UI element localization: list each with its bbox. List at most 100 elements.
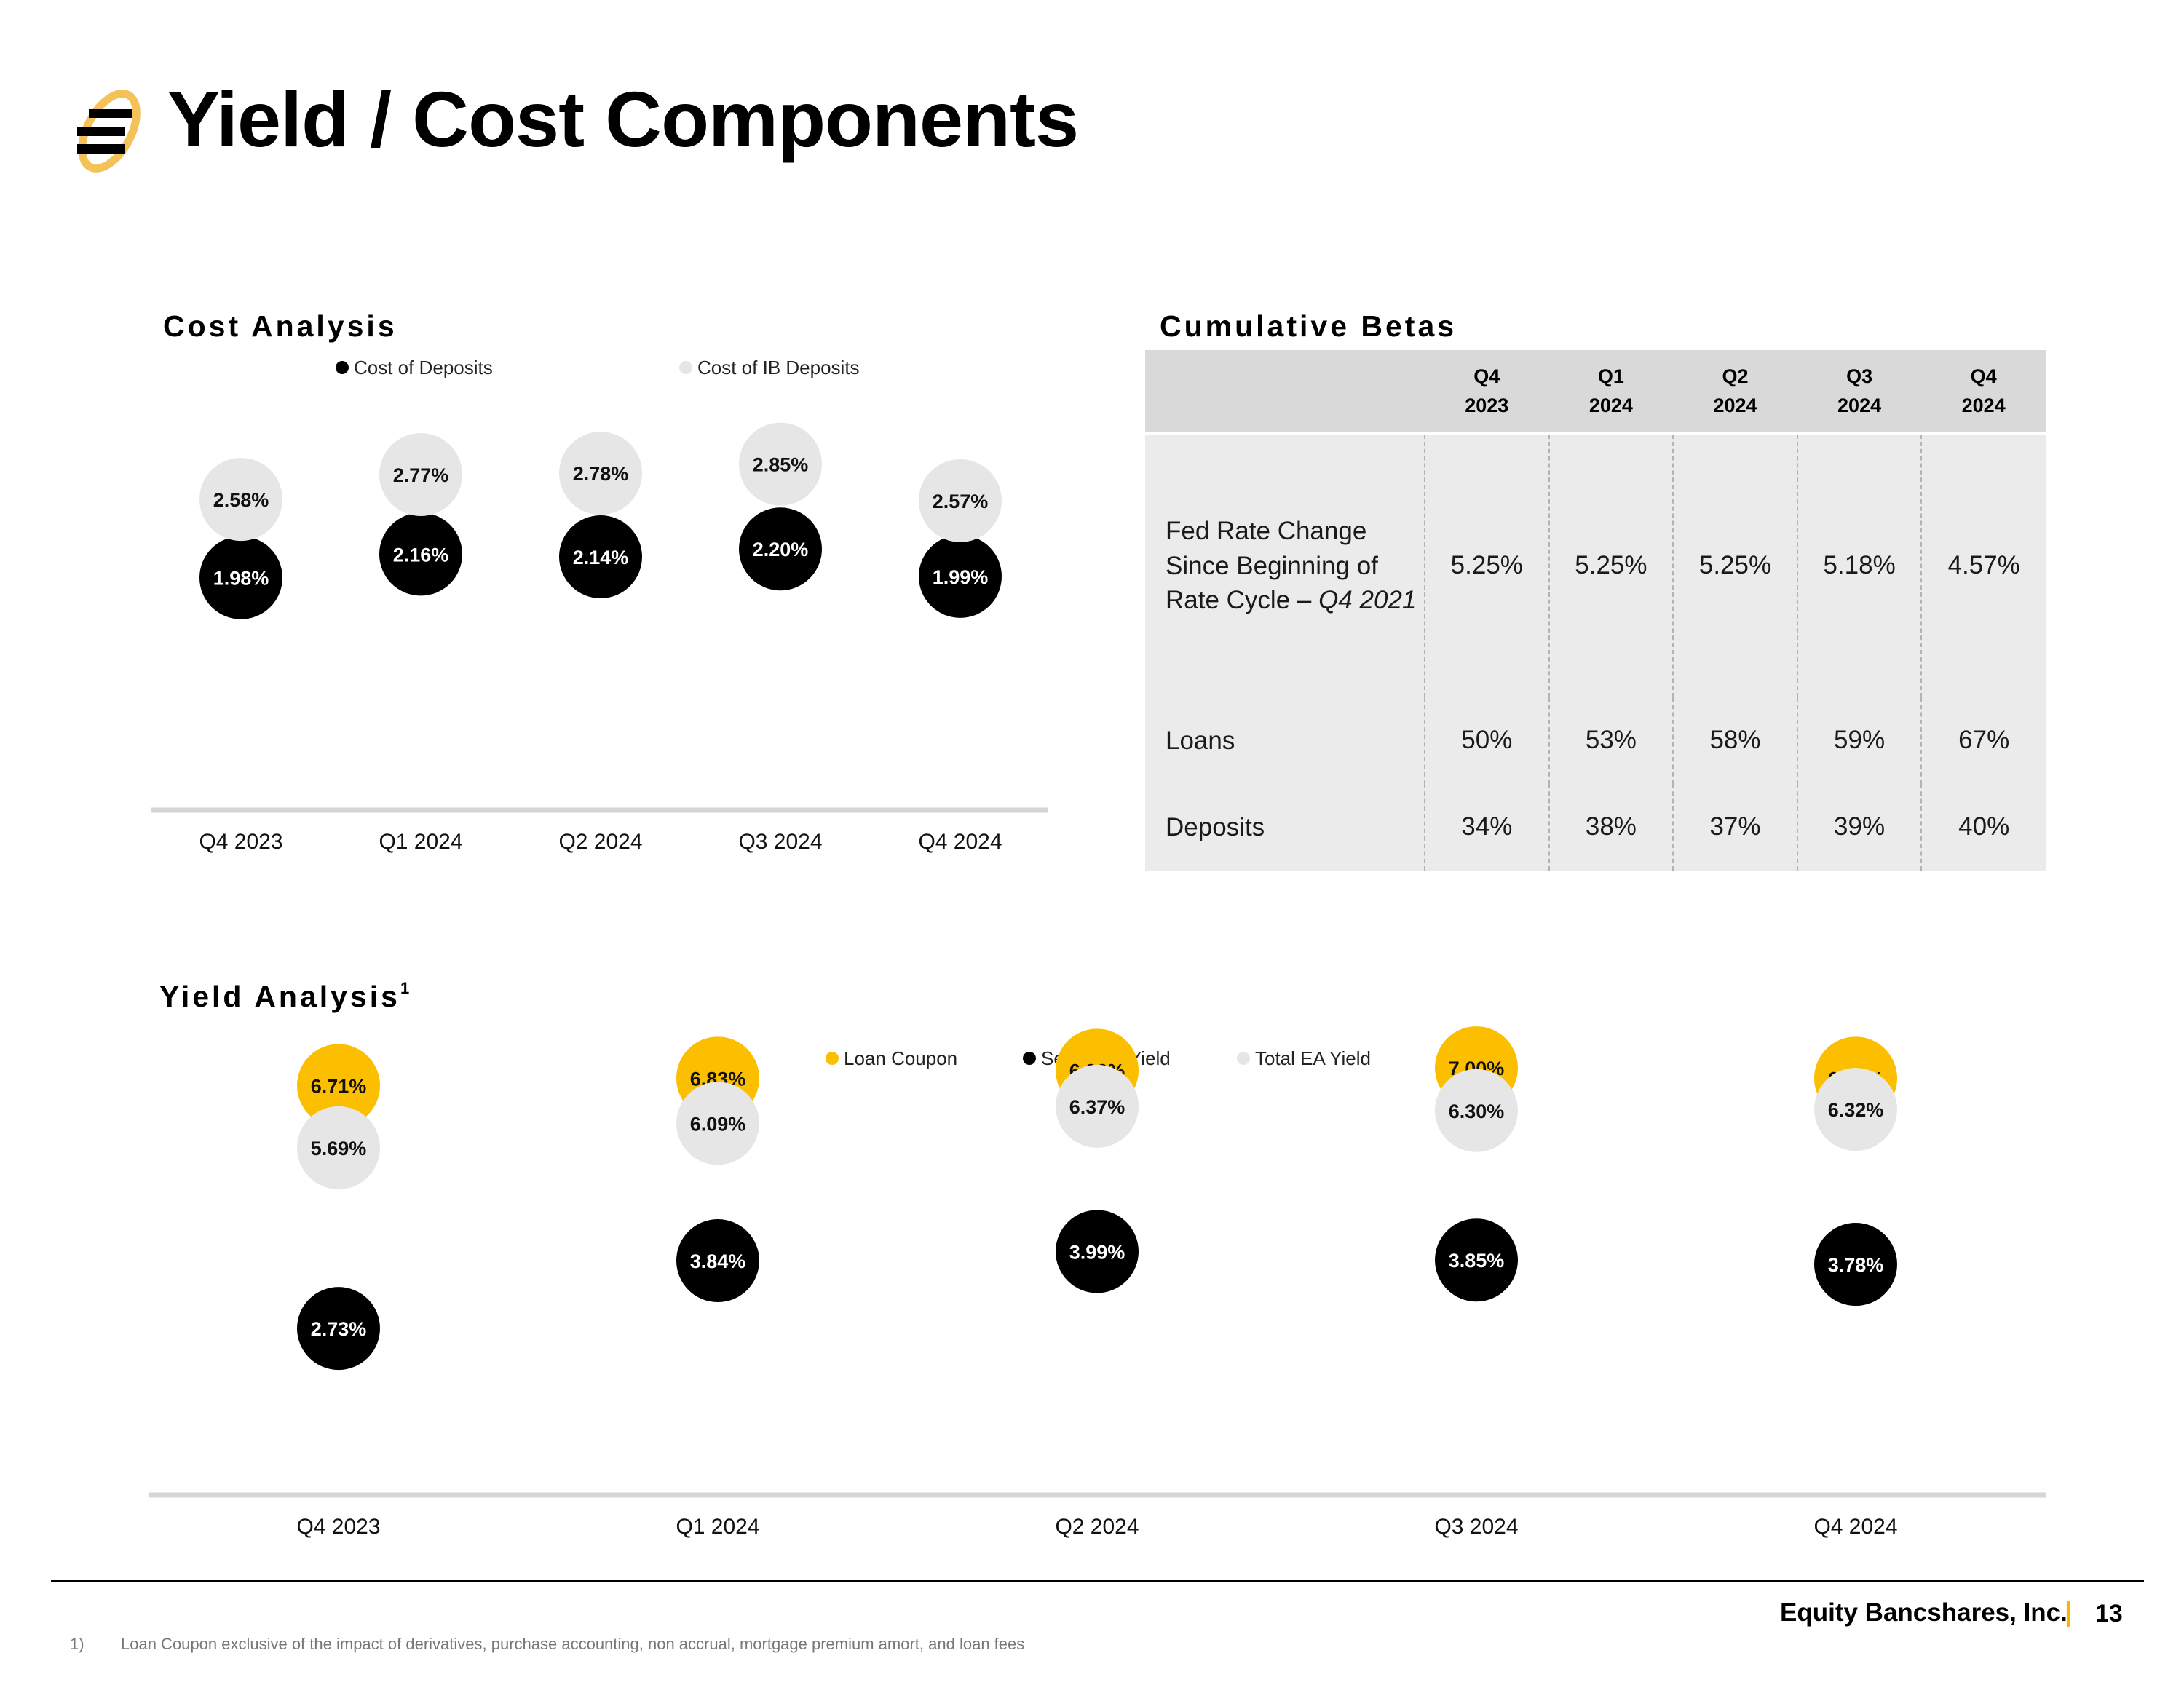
betas-cell: 5.25% <box>1672 432 1797 697</box>
footer-separator: | <box>2065 1597 2073 1627</box>
bubble-total-ea-yield <box>676 1082 759 1165</box>
bubble-label-securities-yield: 3.99% <box>1069 1241 1125 1263</box>
betas-header-cell: Q4 2024 <box>1921 350 2046 433</box>
x-tick-label: Q3 2024 <box>1434 1515 1518 1539</box>
bubble-total-ea-yield <box>1056 1064 1139 1148</box>
betas-header-cell: Q1 2024 <box>1548 350 1674 433</box>
bubble-label-securities-yield: 3.85% <box>1449 1250 1505 1272</box>
betas-cell: 4.57% <box>1920 432 2046 697</box>
legend-label-loan-coupon: Loan Coupon <box>844 1047 957 1069</box>
bubble-label-total-ea-yield: 5.69% <box>311 1138 367 1159</box>
cumulative-betas-table: Q4 2023 Q1 2024 Q2 2024 Q3 2024 Q4 2024 Fed R… <box>1145 350 2046 871</box>
betas-row-label: Loans <box>1145 697 1425 784</box>
x-tick-label: Q2 2024 <box>1055 1515 1139 1539</box>
betas-header-cell: Q2 2024 <box>1673 350 1797 433</box>
bubble-cost-of-ib-deposits <box>199 458 282 542</box>
bubble-label-cost-of-ib-deposits: 2.78% <box>573 463 629 485</box>
page-title: Yield / Cost Components <box>167 75 1079 163</box>
company-name: Equity Bancshares, Inc. <box>1780 1598 2068 1627</box>
x-tick-label: Q4 2024 <box>918 830 1002 854</box>
bubble-total-ea-yield <box>297 1106 380 1189</box>
betas-header-cell: Q3 2024 <box>1797 350 1922 433</box>
betas-cell: 5.25% <box>1424 432 1549 697</box>
bubble-label-cost-of-ib-deposits: 2.58% <box>213 489 269 511</box>
betas-cell: 37% <box>1672 783 1797 871</box>
betas-header-cell: Q4 2023 <box>1425 350 1549 433</box>
x-tick-label: Q3 2024 <box>738 830 822 854</box>
bubble-label-securities-yield: 2.73% <box>311 1318 367 1340</box>
legend-swatch-loan-coupon <box>826 1052 839 1065</box>
bubble-label-securities-yield: 3.84% <box>690 1250 746 1272</box>
betas-cell: 5.18% <box>1796 432 1922 697</box>
bubble-label-cost-of-ib-deposits: 2.85% <box>753 454 809 476</box>
legend-label-cost-of-ib-deposits: Cost of IB Deposits <box>697 357 860 378</box>
bubble-label-total-ea-yield: 6.32% <box>1828 1099 1884 1121</box>
bubble-cost-of-ib-deposits <box>919 459 1002 542</box>
bubble-label-securities-yield: 3.78% <box>1828 1254 1884 1276</box>
legend-label-total-ea-yield: Total EA Yield <box>1255 1047 1371 1069</box>
betas-row-label: Deposits <box>1145 783 1425 871</box>
betas-cell: 50% <box>1424 697 1549 784</box>
bubble-cost-of-ib-deposits <box>559 432 642 515</box>
footer-divider <box>51 1580 2144 1582</box>
bubble-cost-of-deposits <box>559 515 642 598</box>
yield-analysis-chart: Q4 2023 Q1 2024 Q2 2024 Q3 2024 Q4 2024 Loan … <box>149 1026 2046 1539</box>
cost-analysis-title: Cost Analysis <box>163 309 397 343</box>
bubble-label-total-ea-yield: 6.09% <box>690 1113 746 1135</box>
legend-swatch-cost-of-deposits <box>336 361 349 374</box>
bubble-cost-of-deposits <box>379 512 462 596</box>
yield-analysis-title: Yield Analysis1 <box>159 979 410 1013</box>
bubble-cost-of-deposits <box>739 507 822 591</box>
x-tick-label: Q1 2024 <box>379 830 462 854</box>
betas-row-loans: Loans 50% 53% 58% 59% 67% <box>1145 697 2046 784</box>
bubble-label-loan-coupon: 6.71% <box>311 1075 367 1097</box>
bubble-loan-coupon <box>297 1044 380 1127</box>
betas-cell: 5.25% <box>1548 432 1674 697</box>
bubble-label-total-ea-yield: 6.30% <box>1449 1101 1505 1122</box>
bubble-total-ea-yield <box>1814 1068 1897 1151</box>
bubble-label-total-ea-yield: 6.37% <box>1069 1096 1125 1118</box>
bubble-cost-of-ib-deposits <box>379 432 462 516</box>
betas-cell: 34% <box>1424 783 1549 871</box>
x-tick-label: Q4 2024 <box>1813 1515 1897 1539</box>
legend-swatch-cost-of-ib-deposits <box>679 361 692 374</box>
footnote-marker: 1 <box>400 979 410 997</box>
bubble-label-cost-of-deposits: 1.99% <box>933 566 989 588</box>
betas-row-fed-rate: Fed Rate Change Since Beginning of Rate Cy… <box>1145 432 2046 697</box>
footnote-number: 1) <box>70 1635 84 1653</box>
bubble-label-cost-of-deposits: 2.16% <box>393 544 449 566</box>
betas-cell: 39% <box>1796 783 1922 871</box>
bubble-label-cost-of-deposits: 2.20% <box>753 539 809 560</box>
bubble-securities-yield <box>1814 1223 1897 1307</box>
betas-cell: 59% <box>1796 697 1922 784</box>
betas-row-deposits: Deposits 34% 38% 37% 39% 40% <box>1145 783 2046 871</box>
x-tick-label: Q4 2023 <box>199 830 282 854</box>
footnote-text: Loan Coupon exclusive of the impact of d… <box>121 1635 1025 1653</box>
cumulative-betas-title: Cumulative Betas <box>1160 309 1457 343</box>
betas-cell: 67% <box>1920 697 2046 784</box>
bubble-label-cost-of-deposits: 2.14% <box>573 547 629 568</box>
bubble-label-cost-of-ib-deposits: 2.77% <box>393 464 449 486</box>
betas-cell: 58% <box>1672 697 1797 784</box>
bubble-total-ea-yield <box>1435 1069 1518 1152</box>
legend-label-cost-of-deposits: Cost of Deposits <box>354 357 493 378</box>
equity-bank-logo-icon <box>77 90 141 173</box>
betas-header-row: Q4 2023 Q1 2024 Q2 2024 Q3 2024 Q4 2024 <box>1145 350 2046 433</box>
bubble-securities-yield <box>297 1287 380 1371</box>
betas-cell: 40% <box>1920 783 2046 871</box>
bubble-securities-yield <box>676 1219 759 1303</box>
bubble-securities-yield <box>1056 1210 1139 1293</box>
bubble-cost-of-deposits <box>919 534 1002 618</box>
betas-header-blank <box>1145 350 1425 433</box>
legend-swatch-total-ea-yield <box>1237 1052 1250 1065</box>
page-number: 13 <box>2095 1600 2123 1627</box>
x-tick-label: Q2 2024 <box>558 830 642 854</box>
cost-analysis-chart: Q4 2023 Q1 2024 Q2 2024 Q3 2024 Q4 2024 Cost … <box>151 357 1048 854</box>
legend-swatch-securities-yield <box>1023 1052 1036 1065</box>
betas-cell: 53% <box>1548 697 1674 784</box>
bubble-cost-of-ib-deposits <box>739 422 822 506</box>
bubble-cost-of-deposits <box>199 536 282 619</box>
bubble-label-cost-of-ib-deposits: 2.57% <box>933 491 989 512</box>
betas-cell: 38% <box>1548 783 1674 871</box>
bubble-securities-yield <box>1435 1218 1518 1302</box>
